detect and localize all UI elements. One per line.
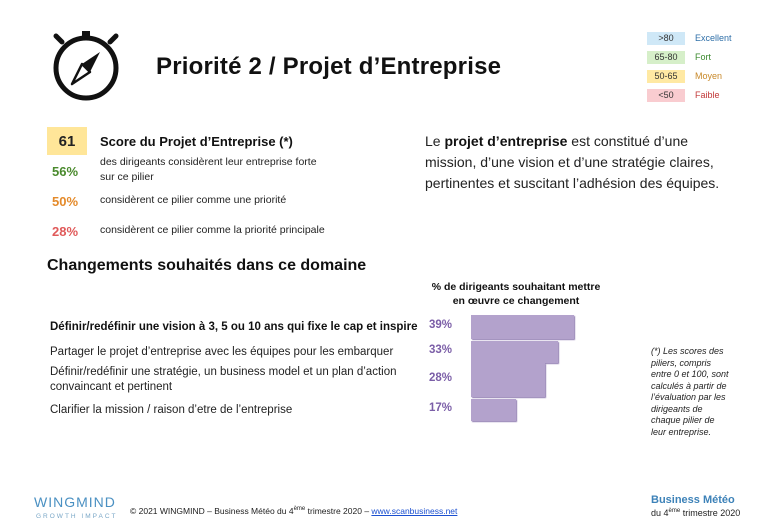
- legend-swatch: >80: [647, 31, 685, 45]
- change-label-line: Partager le projet d’entreprise avec les…: [50, 345, 394, 358]
- stat-text-strong: des dirigeants considèrent leur entrepri…: [100, 155, 390, 185]
- score-badge: 61: [47, 127, 87, 155]
- desc-bold: projet d’entreprise: [444, 133, 568, 149]
- legend-label: Faible: [695, 90, 720, 100]
- desc-suffix: est constitué d’une mission, d’une visio…: [425, 133, 720, 191]
- legend-swatch: 65-80: [647, 50, 685, 64]
- change-percent: 28%: [429, 372, 453, 384]
- change-bar: [471, 363, 545, 397]
- footer-copyright: © 2021 WINGMIND – Business Météo du 4ème…: [130, 506, 457, 516]
- business-meteo-subtitle: du 4ème trimestre 2020: [651, 508, 740, 518]
- stat-text-priority: considèrent ce pilier comme une priorité: [100, 194, 287, 206]
- legend-label: Excellent: [695, 33, 732, 43]
- stat-text-main-priority: considèrent ce pilier comme la priorité …: [100, 224, 325, 236]
- change-label-line: Définir/redéfinir une vision à 3, 5 ou 1…: [50, 320, 418, 333]
- business-meteo-title: Business Météo: [651, 494, 735, 506]
- footer-text-part: © 2021 WINGMIND – Business Météo du 4: [130, 506, 294, 516]
- change-label-line: convaincant et pertinent: [50, 381, 173, 393]
- change-percent: 39%: [429, 319, 453, 331]
- legend-label: Fort: [695, 52, 712, 62]
- legend-item-moyen: 50-65 Moyen: [647, 69, 722, 83]
- footer-text-part: trimestre 2020 –: [305, 506, 372, 516]
- change-percent: 33%: [429, 344, 453, 356]
- score-footnote: (*) Les scores des piliers, compris entr…: [651, 346, 729, 437]
- wingmind-logo: WINGMIND: [34, 494, 116, 510]
- pillar-description: Le projet d’entreprise est constitué d’u…: [425, 131, 725, 194]
- chart-header: % de dirigeants souhaitant mettre en œuv…: [426, 280, 606, 308]
- score-label: Score du Projet d’Entreprise (*): [100, 134, 293, 149]
- stat-value-strong: 56%: [52, 164, 79, 179]
- change-bar: [471, 341, 559, 363]
- footer-sup: ème: [293, 506, 306, 513]
- change-label-line: Définir/redéfinir une stratégie, un busi…: [50, 366, 397, 378]
- change-bar: [471, 315, 574, 339]
- chart-header-line: en œuvre ce changement: [452, 295, 580, 307]
- section-title: Changements souhaités dans ce domaine: [47, 257, 367, 274]
- legend-swatch: <50: [647, 88, 685, 102]
- legend-label: Moyen: [695, 71, 723, 81]
- page-title: Priorité 2 / Projet d’Entreprise: [156, 53, 502, 80]
- stat-text-line: des dirigeants considèrent leur entrepri…: [100, 156, 317, 168]
- compass-icon: [53, 31, 119, 101]
- change-label: Partager le projet d’entreprise avec les…: [50, 345, 393, 360]
- bm-sub-part: trimestre 2020: [680, 508, 741, 518]
- change-label: Clarifier la mission / raison d’etre de …: [50, 403, 292, 418]
- change-percent: 17%: [429, 402, 453, 414]
- legend-item-faible: <50 Faible: [647, 88, 720, 102]
- bm-sup: ème: [668, 508, 681, 514]
- legend-swatch: 50-65: [647, 69, 685, 83]
- change-bar: [471, 399, 516, 421]
- legend-item-excellent: >80 Excellent: [647, 31, 732, 45]
- legend-item-fort: 65-80 Fort: [647, 50, 711, 64]
- change-label: Définir/redéfinir une stratégie, un busi…: [50, 365, 396, 395]
- stat-text-line: sur ce pilier: [100, 171, 154, 183]
- stat-value-main-priority: 28%: [52, 224, 79, 239]
- scanbusiness-link[interactable]: www.scanbusiness.net: [371, 506, 458, 516]
- stat-value-priority: 50%: [52, 194, 79, 209]
- wingmind-tagline: GROWTH IMPACT: [36, 513, 118, 520]
- desc-prefix: Le: [425, 133, 445, 149]
- chart-header-line: % de dirigeants souhaitant mettre: [431, 281, 601, 293]
- change-label-line: Clarifier la mission / raison d’etre de …: [50, 403, 293, 416]
- bm-sub-part: du 4: [651, 508, 669, 518]
- change-label: Définir/redéfinir une vision à 3, 5 ou 1…: [50, 320, 417, 335]
